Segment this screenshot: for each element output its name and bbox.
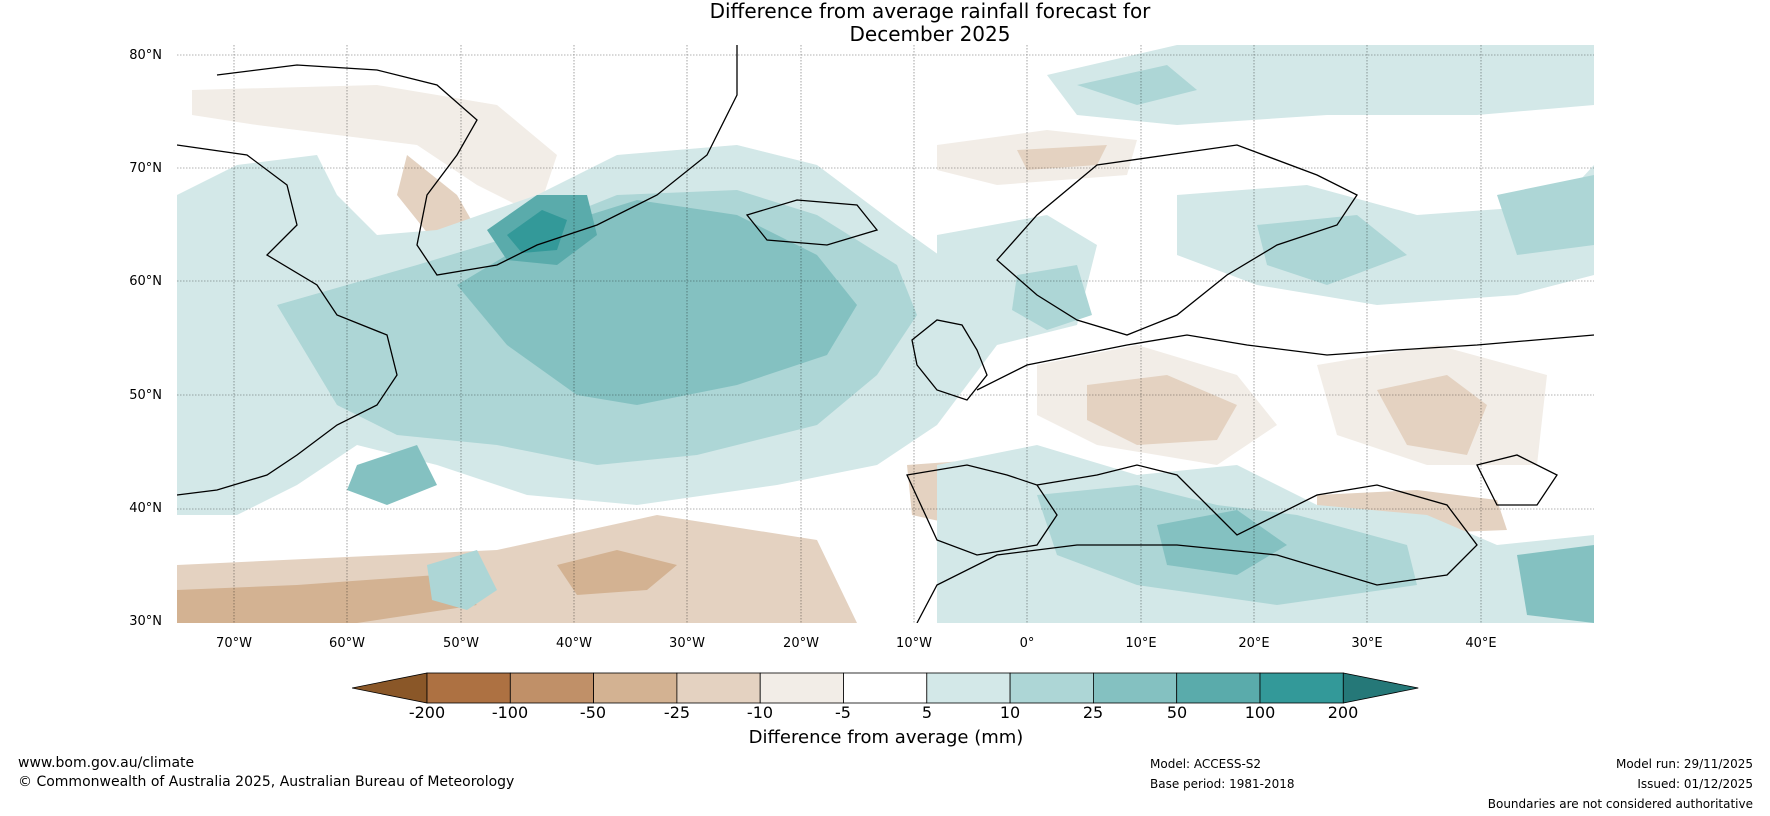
colorbar-tick: 100 <box>1244 703 1276 722</box>
boundaries-disclaimer: Boundaries are not considered authoritat… <box>1487 797 1753 811</box>
colorbar-segment <box>509 672 595 704</box>
model-run-date: Model run: 29/11/2025 <box>1615 757 1753 771</box>
colorbar-tick: 5 <box>921 703 933 722</box>
colorbar-tick: 50 <box>1166 703 1188 722</box>
coast-mediterranean <box>916 464 1478 623</box>
lat-label-50n: 50°N <box>129 388 162 403</box>
lon-label-20e: 20°E <box>1238 636 1270 651</box>
lon-label-40e: 40°E <box>1465 636 1497 651</box>
copyright-text: © Commonwealth of Australia 2025, Austra… <box>18 774 515 790</box>
colorbar-tick: -50 <box>579 703 607 722</box>
colorbar-tick: -200 <box>408 703 446 722</box>
dry-region-norwegian-sea-core <box>1017 145 1107 170</box>
coast-north-america <box>177 144 398 496</box>
colorbar-segment <box>352 672 428 704</box>
lon-label-20w: 20°W <box>783 636 819 651</box>
wet-region-gulf-stream <box>347 445 437 505</box>
wet-region-russia-north <box>1497 175 1594 255</box>
wet-region-greenland-tip-core <box>507 210 567 253</box>
lat-label-30n: 30°N <box>129 614 162 629</box>
colorbar-tick: 10 <box>999 703 1021 722</box>
colorbar-tick: -10 <box>746 703 774 722</box>
rainfall-anomaly-map <box>177 45 1594 623</box>
dry-region-baffin <box>192 85 557 215</box>
colorbar-segment <box>759 672 844 704</box>
colorbar-segment <box>426 672 511 704</box>
coastlines <box>177 45 1594 623</box>
wet-anomaly-regions <box>177 45 1594 623</box>
colorbar-label: Difference from average (mm) <box>748 727 1024 748</box>
wet-region-red-sea <box>1517 545 1594 623</box>
coast-iberia <box>906 464 1058 556</box>
coast-scandinavia <box>996 144 1358 336</box>
lon-label-50w: 50°W <box>443 636 479 651</box>
lon-label-0: 0° <box>1019 636 1035 651</box>
colorbar-segment <box>676 672 761 704</box>
map-title: Difference from average rainfall forecas… <box>600 0 1260 46</box>
colorbar-segment <box>1009 672 1094 704</box>
colorbar-tick: -25 <box>663 703 691 722</box>
colorbar-segment <box>1259 672 1344 704</box>
colorbar-segment <box>843 672 928 704</box>
wet-region-arctic <box>1047 45 1594 125</box>
wet-region-finland <box>1257 215 1407 285</box>
coast-europe-north <box>976 334 1594 391</box>
lon-label-70w: 70°W <box>216 636 252 651</box>
wet-region-svalbard <box>1077 65 1197 105</box>
website-link[interactable]: www.bom.gov.au/climate <box>18 755 195 771</box>
lon-label-30w: 30°W <box>669 636 705 651</box>
wet-region-south-atlantic-patch <box>427 550 497 610</box>
model-name: Model: ACCESS-S2 <box>1150 757 1262 771</box>
coast-british-isles <box>911 319 988 401</box>
colorbar <box>352 672 1419 704</box>
title-line-2: December 2025 <box>849 22 1011 46</box>
wet-region-scandinavia <box>1177 165 1594 305</box>
colorbar-segment <box>1342 672 1419 704</box>
lon-label-60w: 60°W <box>329 636 365 651</box>
lon-label-40w: 40°W <box>556 636 592 651</box>
lat-label-70n: 70°N <box>129 161 162 176</box>
colorbar-segments <box>352 672 1419 704</box>
colorbar-segment <box>926 672 1011 704</box>
lon-label-30e: 30°E <box>1351 636 1383 651</box>
colorbar-segment <box>1093 672 1178 704</box>
title-line-1: Difference from average rainfall forecas… <box>709 0 1151 23</box>
base-period: Base period: 1981-2018 <box>1150 777 1295 791</box>
lat-label-60n: 60°N <box>129 274 162 289</box>
colorbar-segment <box>1176 672 1261 704</box>
colorbar-tick: -5 <box>835 703 851 722</box>
colorbar-tick: -100 <box>491 703 529 722</box>
lat-label-80n: 80°N <box>129 48 162 63</box>
coast-iceland <box>745 199 879 246</box>
colorbar-segment <box>593 672 678 704</box>
colorbar-tick: 25 <box>1082 703 1104 722</box>
dry-region-central-europe-core <box>1087 375 1237 445</box>
lon-label-10e: 10°E <box>1125 636 1157 651</box>
lon-label-10w: 10°W <box>896 636 932 651</box>
dry-region-central-atlantic <box>557 550 677 595</box>
lat-label-40n: 40°N <box>129 501 162 516</box>
dry-region-southwest <box>177 575 477 623</box>
map-panel <box>177 45 1594 623</box>
colorbar-tick: 200 <box>1327 703 1359 722</box>
issued-date: Issued: 01/12/2025 <box>1637 777 1753 791</box>
coast-greenland <box>216 45 738 276</box>
coast-black-sea <box>1476 454 1558 506</box>
gridlines <box>177 45 1594 623</box>
